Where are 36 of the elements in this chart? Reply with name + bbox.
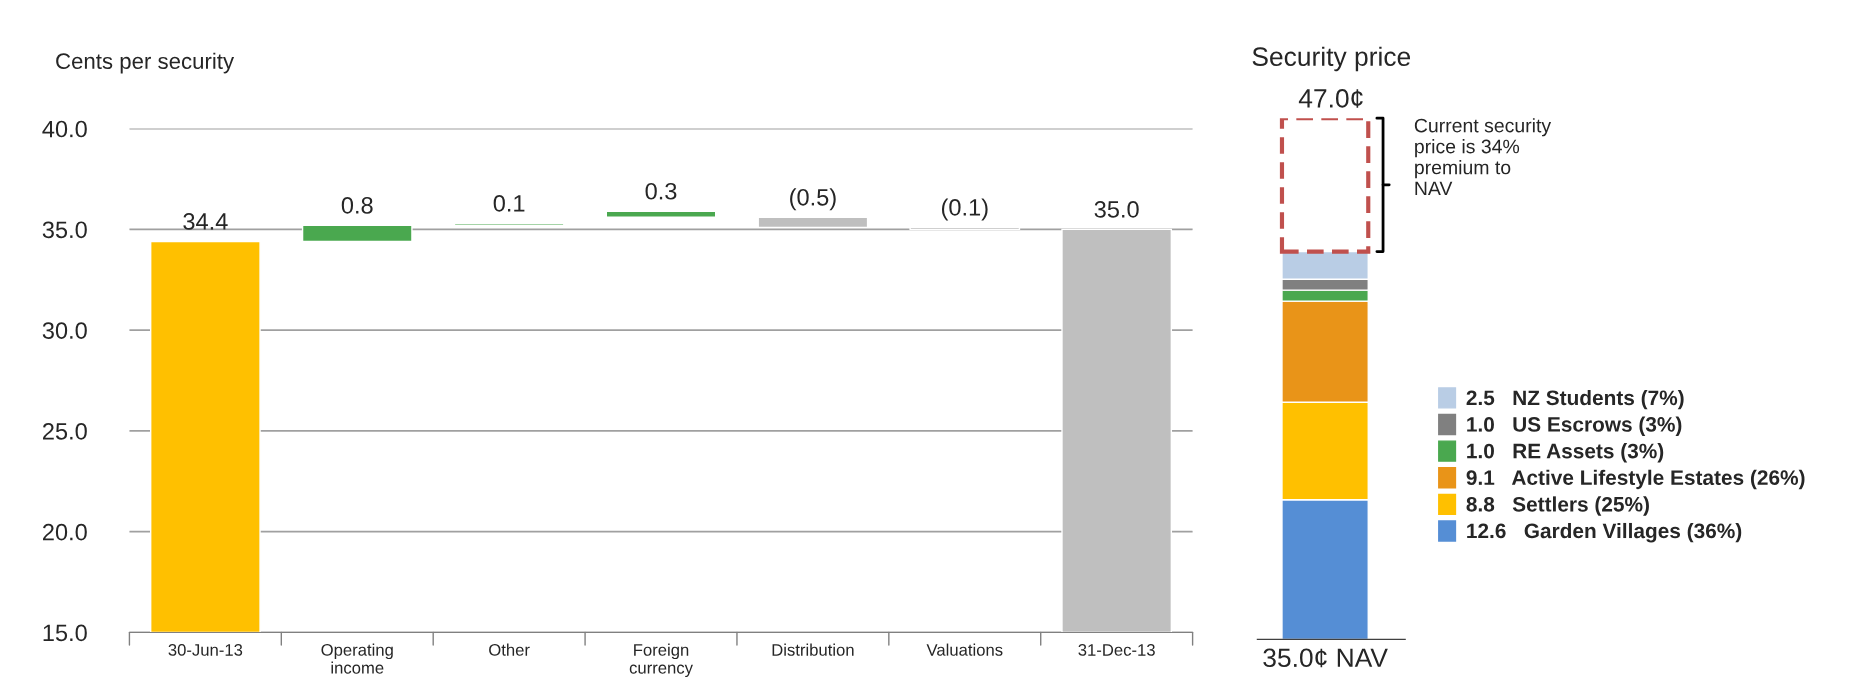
legend-label: 12.6 Garden Villages (36%) <box>1467 522 1742 543</box>
x-tick-label: Valuations <box>926 643 1003 656</box>
y-tick-label: 40.0 <box>42 120 87 138</box>
bar <box>1061 228 1173 633</box>
chart-title: Security price <box>1252 46 1411 72</box>
legend-label: 1.0 RE Assets (3%) <box>1467 443 1664 463</box>
y-tick-label: 35.0 <box>42 221 87 239</box>
bar <box>301 224 413 243</box>
bar <box>149 240 261 633</box>
y-tick-label: 20.0 <box>43 523 87 541</box>
x-tick-label: Foreign currency <box>629 643 693 678</box>
legend-label: 8.8 Settlers (25%) <box>1466 496 1649 516</box>
x-tick-label: Distribution <box>772 643 854 656</box>
x-tick-label: Other <box>489 643 530 656</box>
bar <box>757 216 869 229</box>
x-tick-label: 31-Dec-13 <box>1078 644 1155 656</box>
legend-label: 9.1 Active Lifestyle Estates (26%) <box>1466 469 1805 490</box>
text: Current security price is 34% premium to NAV <box>1414 118 1552 196</box>
data-label: 0.1 <box>493 194 525 212</box>
chart-subtitle: 47.0¢ <box>1298 89 1363 108</box>
y-tick-label: 15.0 <box>43 624 87 642</box>
data-label: 0.8 <box>341 196 373 214</box>
x-tick-label: Operating income <box>321 643 393 674</box>
y-tick-label: 30.0 <box>42 322 87 339</box>
data-label: (0.1) <box>941 198 988 221</box>
data-label: (0.5) <box>790 188 836 211</box>
x-tick-label: 30-Jun-13 <box>168 644 243 656</box>
data-label: 35.0 <box>1094 201 1139 218</box>
x-tick-label: 35.0¢ NAV <box>1263 648 1388 668</box>
data-label: 0.3 <box>645 182 677 200</box>
legend-label: 2.5 NZ Students (7%) <box>1466 389 1684 410</box>
y-tick-label: 25.0 <box>43 422 87 440</box>
y-axis-title: Cents per security <box>56 52 235 74</box>
bar <box>605 210 717 218</box>
legend-label: 1.0 US Escrows (3%) <box>1467 416 1682 436</box>
data-label: 34.4 <box>183 213 228 230</box>
